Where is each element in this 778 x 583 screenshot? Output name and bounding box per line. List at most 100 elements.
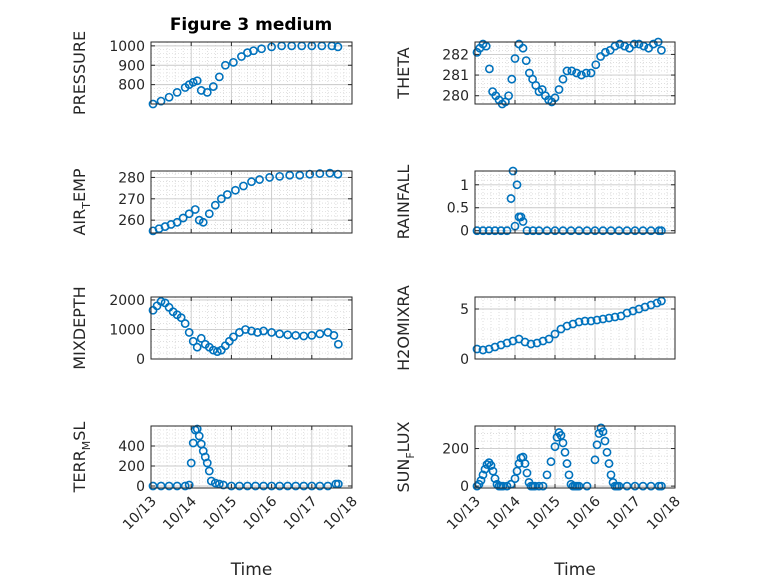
data-point (315, 169, 325, 178)
data-point (580, 316, 590, 326)
data-point (283, 481, 293, 491)
data-point (550, 442, 560, 452)
y-tick-label: 280 (118, 170, 145, 186)
data-point (484, 226, 494, 236)
data-point (620, 41, 629, 51)
figure-title: Figure 3 medium (170, 15, 332, 35)
data-point (237, 52, 246, 61)
data-point (249, 46, 258, 56)
data-point (243, 481, 252, 491)
y-axis-label-subscript: F (404, 452, 417, 458)
data-point (291, 481, 301, 491)
panel-theta: 280 281 282 THETA (394, 37, 676, 109)
y-tick-label: 0 (136, 352, 145, 368)
axes-box (474, 170, 676, 234)
data-point (478, 226, 488, 236)
data-point (534, 481, 544, 491)
data-point (259, 481, 268, 491)
x-axis-label: Time (230, 560, 273, 580)
data-point (481, 41, 491, 51)
data-point (472, 344, 482, 354)
data-point (259, 326, 268, 336)
data-point (558, 438, 568, 448)
data-point (283, 330, 293, 340)
data-point (204, 209, 214, 219)
data-point (600, 436, 610, 446)
data-point (247, 326, 256, 336)
y-tick-label: 800 (118, 78, 145, 94)
data-point (657, 45, 666, 55)
y-axis-label-subscript: T (80, 202, 93, 210)
data-point (490, 474, 500, 484)
data-point (180, 481, 190, 491)
data-point (518, 43, 528, 53)
data-point (295, 170, 305, 180)
y-axis-label-main: TERR (70, 450, 89, 493)
panel-pressure: 800 900 1000 PRESSURE (70, 31, 353, 115)
data-point (478, 345, 488, 355)
y-axis-label-main: MIXDEPTH (70, 286, 89, 369)
data-point (202, 458, 212, 468)
data-point (538, 481, 548, 491)
y-axis-label-main: H2OMIXRA (394, 285, 413, 371)
axes-box (150, 170, 353, 234)
data-point (472, 226, 482, 236)
data-point (564, 470, 574, 480)
y-axis-label: SUNFLUX (394, 421, 417, 492)
data-point (285, 170, 295, 180)
data-point (194, 431, 204, 441)
data-point (546, 457, 556, 467)
data-point (615, 39, 625, 49)
data-point (229, 332, 238, 342)
y-axis-label-main: SUN (394, 459, 413, 493)
data-point (202, 87, 212, 97)
data-point (601, 47, 610, 57)
data-point (528, 226, 538, 236)
data-point (267, 328, 276, 337)
data-point (554, 85, 564, 94)
data-point (214, 72, 224, 82)
data-point (218, 480, 228, 490)
data-point (184, 328, 194, 337)
data-point (610, 41, 620, 51)
data-point (210, 478, 220, 488)
y-axis-label: MIXDEPTH (70, 286, 89, 369)
y-tick-label: 400 (118, 439, 145, 455)
axes-box (150, 425, 353, 489)
data-point (521, 56, 531, 65)
data-point (255, 175, 264, 184)
panel-h2omixra: 0 5 H2OMIXRA (394, 285, 676, 371)
x-axis-label: Time (553, 560, 596, 580)
data-point (657, 481, 666, 491)
y-axis-label: AIRTEMP (70, 168, 93, 235)
data-point (639, 41, 649, 51)
data-point (299, 331, 309, 341)
data-point (558, 74, 568, 84)
data-point (562, 66, 572, 76)
data-point (504, 91, 513, 101)
y-tick-label: 270 (118, 192, 145, 208)
data-point (507, 74, 517, 84)
data-point (247, 177, 256, 187)
data-point (657, 226, 666, 236)
data-point (239, 181, 248, 191)
y-axis-label: RAINFALL (394, 165, 413, 240)
data-point (208, 82, 218, 91)
data-point (210, 200, 220, 210)
y-axis-label-main: RAINFALL (394, 165, 413, 240)
y-tick-label: 0 (460, 224, 469, 240)
data-point (522, 226, 532, 236)
data-point (582, 481, 592, 491)
y-tick-label: 200 (442, 442, 469, 458)
data-point (604, 313, 614, 323)
y-tick-label: 0 (460, 479, 469, 495)
data-point (333, 42, 343, 52)
data-point (198, 217, 208, 227)
data-point (514, 459, 524, 468)
data-point (482, 460, 492, 469)
data-point (188, 438, 198, 448)
data-point (542, 470, 552, 480)
data-point (164, 92, 174, 102)
y-axis-label: PRESSURE (70, 31, 89, 115)
